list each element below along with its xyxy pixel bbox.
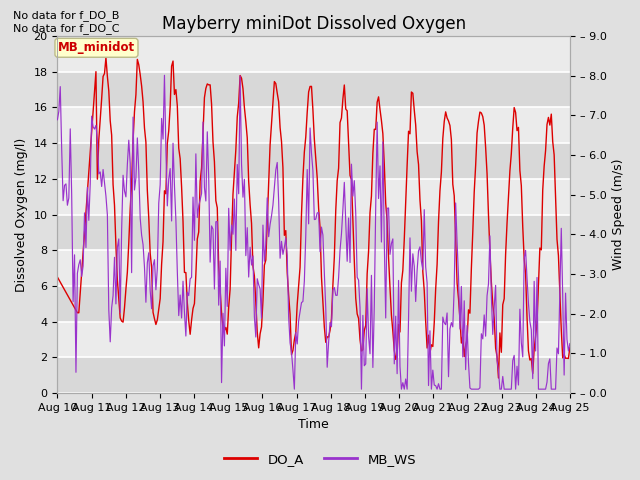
Bar <box>58 286 570 322</box>
Bar <box>58 72 570 108</box>
Text: No data for f_DO_C: No data for f_DO_C <box>13 23 119 34</box>
Legend: DO_A, MB_WS: DO_A, MB_WS <box>219 447 421 471</box>
Y-axis label: Wind Speed (m/s): Wind Speed (m/s) <box>612 159 625 270</box>
Bar <box>58 215 570 250</box>
Text: MB_minidot: MB_minidot <box>58 41 135 54</box>
Text: No data for f_DO_B: No data for f_DO_B <box>13 11 119 22</box>
Title: Mayberry miniDot Dissolved Oxygen: Mayberry miniDot Dissolved Oxygen <box>161 15 466 33</box>
X-axis label: Time: Time <box>298 419 329 432</box>
Y-axis label: Dissolved Oxygen (mg/l): Dissolved Oxygen (mg/l) <box>15 137 28 292</box>
Bar <box>58 358 570 393</box>
Bar <box>58 143 570 179</box>
